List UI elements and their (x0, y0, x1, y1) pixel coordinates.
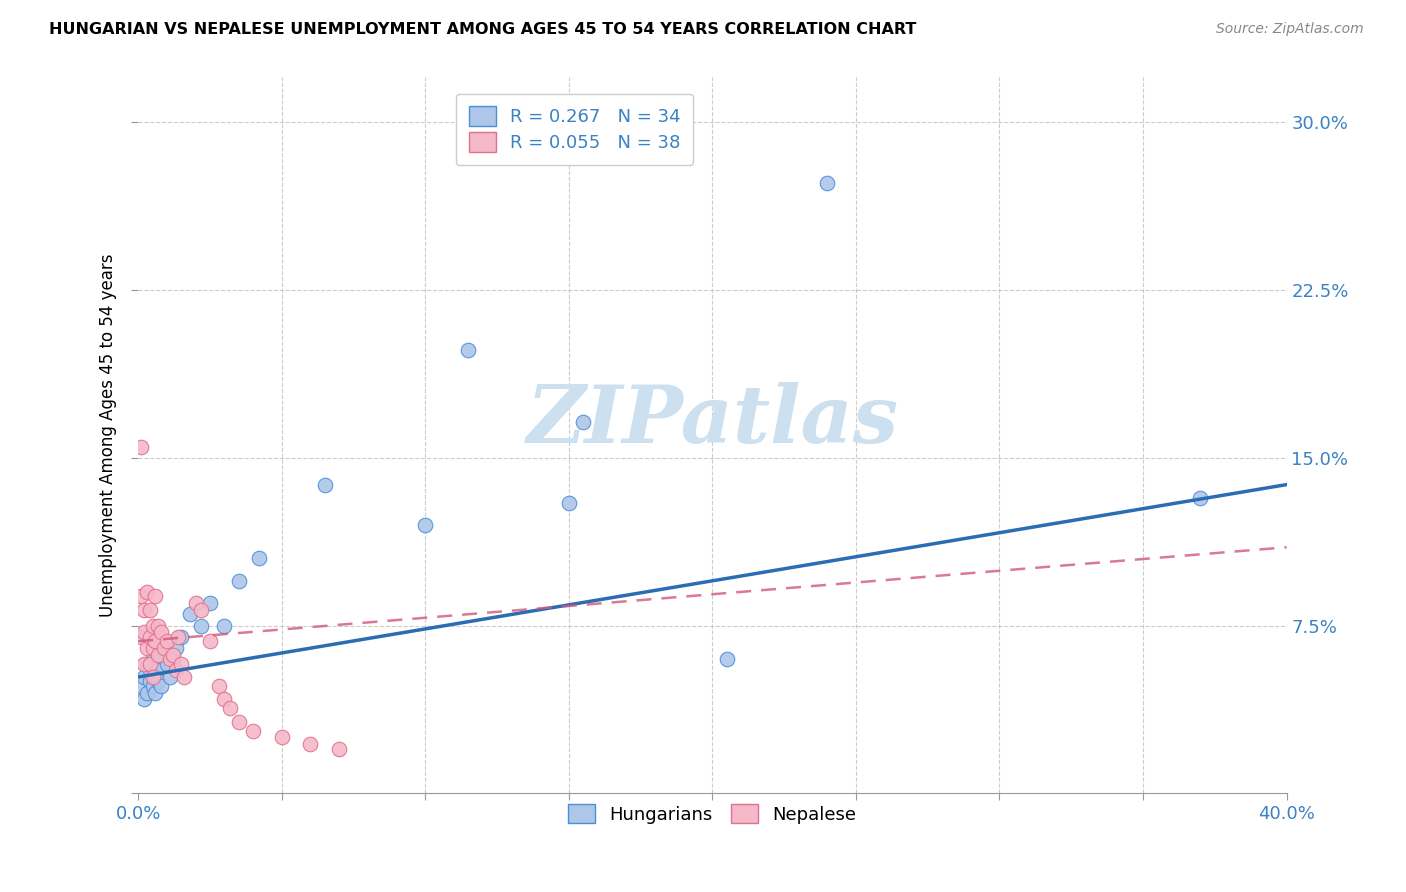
Point (214, 692, 236, 706)
Point (328, 741, 350, 756)
Point (148, 648, 170, 662)
Point (170, 630, 193, 644)
Text: Source: ZipAtlas.com: Source: ZipAtlas.com (1216, 22, 1364, 37)
Point (299, 737, 322, 751)
Point (270, 731, 292, 745)
Point (129, 590, 152, 604)
Point (242, 723, 264, 738)
Text: HUNGARIAN VS NEPALESE UNEMPLOYMENT AMONG AGES 45 TO 54 YEARS CORRELATION CHART: HUNGARIAN VS NEPALESE UNEMPLOYMENT AMONG… (49, 22, 917, 37)
Point (159, 652, 181, 666)
Point (413, 517, 436, 532)
Point (228, 574, 250, 588)
Point (138, 630, 160, 644)
Point (150, 648, 173, 662)
Point (457, 343, 479, 358)
Point (162, 652, 184, 666)
Legend: Hungarians, Nepalese: Hungarians, Nepalese (557, 793, 868, 834)
Point (141, 679, 163, 693)
Point (145, 670, 167, 684)
Point (173, 670, 195, 684)
Point (228, 714, 250, 729)
Point (815, 176, 838, 190)
Point (132, 692, 155, 706)
Point (141, 652, 163, 666)
Point (135, 657, 157, 671)
Point (150, 679, 173, 693)
Point (132, 603, 155, 617)
Point (716, 652, 738, 666)
Point (141, 670, 163, 684)
Point (150, 625, 173, 640)
Point (129, 440, 152, 454)
Point (156, 634, 179, 648)
Point (145, 634, 167, 648)
Point (219, 701, 242, 715)
Point (184, 596, 207, 610)
Point (214, 618, 236, 632)
Point (148, 663, 170, 677)
Point (190, 618, 212, 632)
Point (132, 670, 155, 684)
Point (165, 663, 187, 677)
Point (148, 618, 170, 632)
Point (165, 640, 187, 655)
Point (159, 670, 181, 684)
Point (129, 679, 152, 693)
Point (314, 477, 336, 491)
Point (148, 674, 170, 689)
Point (162, 648, 184, 662)
Point (153, 640, 176, 655)
Point (135, 640, 157, 655)
Point (132, 657, 155, 671)
Y-axis label: Unemployment Among Ages 45 to 54 years: Unemployment Among Ages 45 to 54 years (100, 253, 117, 617)
Point (207, 679, 229, 693)
Point (138, 674, 160, 689)
Point (129, 630, 152, 644)
Point (135, 585, 157, 599)
Point (141, 618, 163, 632)
Point (558, 495, 581, 509)
Point (1189, 491, 1212, 505)
Point (135, 686, 157, 700)
Point (138, 657, 160, 671)
Point (572, 415, 595, 429)
Point (170, 657, 193, 671)
Point (132, 625, 155, 640)
Point (138, 603, 160, 617)
Point (247, 551, 270, 566)
Point (179, 607, 201, 622)
Point (145, 686, 167, 700)
Point (198, 596, 221, 610)
Point (190, 603, 212, 617)
Point (167, 630, 190, 644)
Point (138, 663, 160, 677)
Point (141, 640, 163, 655)
Point (156, 657, 179, 671)
Point (145, 590, 167, 604)
Text: ZIPatlas: ZIPatlas (526, 383, 898, 460)
Point (198, 634, 221, 648)
